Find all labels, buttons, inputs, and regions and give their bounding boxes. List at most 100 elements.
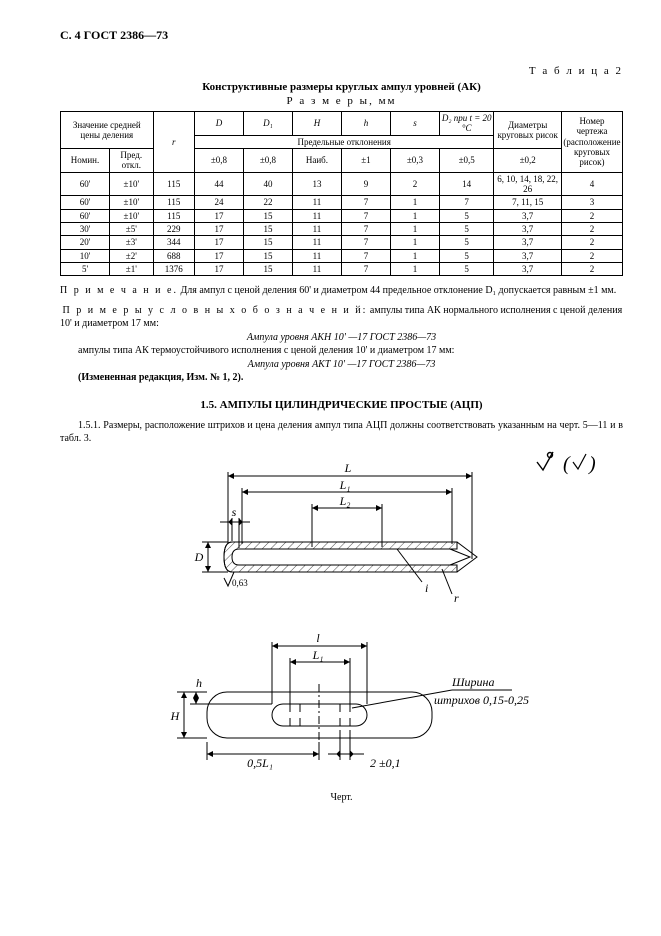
table-cell: 115 [153, 172, 194, 196]
table-cell: 11 [292, 223, 341, 236]
table-cell: 14 [439, 172, 493, 196]
table-cell: 15 [243, 249, 292, 262]
table-cell: 688 [153, 249, 194, 262]
svg-text:i: i [425, 581, 428, 595]
th-d1: ±1 [341, 149, 390, 173]
table-cell: 15 [243, 236, 292, 249]
figure-2: l L₁ H h 0,5L₁ 2 ±0,1 Ширина штрихов 0,1… [152, 612, 532, 792]
table-row: 60'±10'1152422117177, 11, 153 [61, 196, 623, 209]
svg-text:s: s [231, 505, 236, 519]
table-cell: 1 [390, 249, 439, 262]
table-row: 60'±10'1151715117153,72 [61, 209, 623, 222]
th-r: r [153, 112, 194, 173]
table-row: 10'±2'6881715117153,72 [61, 249, 623, 262]
section-title: 1.5. АМПУЛЫ ЦИЛИНДРИЧЕСКИЕ ПРОСТЫЕ (АЦП) [60, 399, 623, 411]
table-cell: 3,7 [494, 223, 562, 236]
table-cell: 5 [439, 236, 493, 249]
table-cell: 17 [194, 249, 243, 262]
table-cell: 7 [341, 196, 390, 209]
th-d02: ±0,2 [494, 149, 562, 173]
table-cell: 3 [561, 196, 622, 209]
table-cell: 11 [292, 236, 341, 249]
table-cell: 1376 [153, 263, 194, 276]
table-cell: 11 [292, 196, 341, 209]
table-cell: 60' [61, 196, 110, 209]
table-cell: 3,7 [494, 209, 562, 222]
table-cell: 17 [194, 223, 243, 236]
svg-text:L: L [343, 461, 351, 475]
svg-text:2 ±0,1: 2 ±0,1 [370, 756, 401, 770]
svg-text:L₁: L₁ [311, 648, 323, 662]
table-cell: 1 [390, 209, 439, 222]
th-s: s [390, 112, 439, 136]
table-row: 20'±3'3441715117153,72 [61, 236, 623, 249]
examples-block: П р и м е р ы у с л о в н ы х о б о з н … [60, 304, 623, 385]
table-caption: Конструктивные размеры круглых ампул уро… [60, 81, 623, 93]
table-cell: ±10' [110, 209, 154, 222]
svg-text:D: D [193, 550, 203, 564]
th-mean: Значение средней цены деления [61, 112, 154, 149]
svg-text:L₁: L₁ [338, 478, 350, 492]
table-cell: 229 [153, 223, 194, 236]
th-D2: D₂ при t = 20 °C [439, 112, 493, 136]
svg-text:(: ( [563, 453, 571, 475]
ak-table: Значение средней цены деления r D D₁ H h… [60, 111, 623, 276]
svg-text:l: l [316, 631, 320, 645]
examples-label: П р и м е р ы у с л о в н ы х о б о з н … [63, 305, 368, 316]
table-cell: 11 [292, 209, 341, 222]
table-cell: 20' [61, 236, 110, 249]
table-cell: 2 [561, 223, 622, 236]
table-cell: 7 [341, 249, 390, 262]
table-cell: 5 [439, 249, 493, 262]
th-num: Номер чертежа (располо­жение круговых ри… [561, 112, 622, 173]
th-d03: ±0,3 [390, 149, 439, 173]
table-cell: 15 [243, 209, 292, 222]
th-d08b: ±0,8 [243, 149, 292, 173]
th-h: h [341, 112, 390, 136]
table-cell: ±5' [110, 223, 154, 236]
svg-text:0,63: 0,63 [232, 578, 248, 588]
table-cell: 1 [390, 223, 439, 236]
th-D: D [194, 112, 243, 136]
svg-text:штрихов 0,15-0,25: штрихов 0,15-0,25 [434, 693, 529, 707]
table-cell: 5 [439, 223, 493, 236]
table-cell: 15 [243, 263, 292, 276]
table-cell: ±10' [110, 172, 154, 196]
table-cell: ±2' [110, 249, 154, 262]
svg-text:r: r [454, 591, 459, 605]
th-nom: Номин. [61, 149, 110, 173]
table-label: Т а б л и ц а 2 [529, 65, 623, 77]
table-label-row: Т а б л и ц а 2 [60, 65, 623, 79]
surface-symbol: ( ) [533, 448, 603, 478]
table-cell: 30' [61, 223, 110, 236]
table-cell: 24 [194, 196, 243, 209]
th-diam: Диаметры круговых рисок [494, 112, 562, 149]
table-cell: 60' [61, 209, 110, 222]
page-header: С. 4 ГОСТ 2386—73 [60, 28, 623, 43]
para-151: 1.5.1. Размеры, расположение штрихов и ц… [60, 419, 623, 446]
table-note: П р и м е ч а н и е. Для ампул с ценой д… [60, 284, 623, 298]
table-cell: 2 [390, 172, 439, 196]
svg-text:0,5L₁: 0,5L₁ [247, 756, 273, 770]
figure-caption: Черт. [60, 792, 623, 803]
examples-it2: Ампула уровня АКТ 10' —17 ГОСТ 2386—73 [60, 358, 623, 372]
th-D1: D₁ [243, 112, 292, 136]
th-d05: ±0,5 [439, 149, 493, 173]
table-cell: ±3' [110, 236, 154, 249]
table-cell: 115 [153, 196, 194, 209]
th-pred: Пред. откл. [110, 149, 154, 173]
table-cell: 17 [194, 263, 243, 276]
table-cell: 2 [561, 263, 622, 276]
figure-wrap: ( ) [60, 452, 623, 803]
table-cell: 13 [292, 172, 341, 196]
svg-text:): ) [588, 453, 596, 475]
examples-l2: ампулы типа АК термоустойчивого исполнен… [60, 344, 623, 358]
table-cell: 7, 11, 15 [494, 196, 562, 209]
table-cell: 1 [390, 196, 439, 209]
table-cell: 11 [292, 249, 341, 262]
svg-text:L₂: L₂ [338, 494, 350, 508]
figure-1: L L₁ L₂ D s i r 0,63 [172, 452, 512, 612]
table-cell: 10' [61, 249, 110, 262]
table-cell: 7 [341, 209, 390, 222]
note-label: П р и м е ч а н и е. [60, 285, 178, 296]
